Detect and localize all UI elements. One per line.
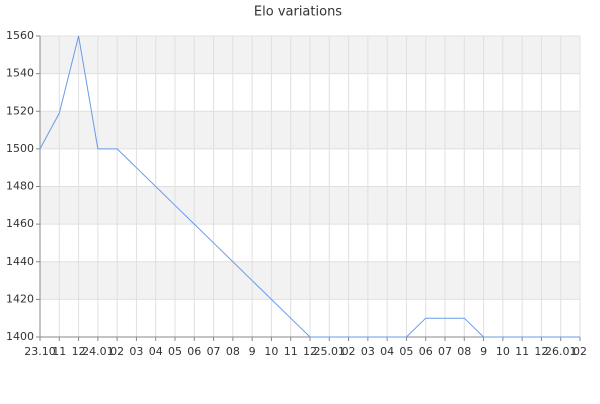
chart-title: Elo variations [254, 5, 342, 20]
y-tick-label: 1520 [6, 104, 34, 117]
x-tick-label: 08 [457, 345, 471, 358]
x-tick-label: 11 [515, 345, 529, 358]
x-tick-label: 06 [187, 345, 201, 358]
y-tick-label: 1440 [6, 255, 34, 268]
x-tick-label: 04 [380, 345, 394, 358]
x-tick-label: 11 [284, 345, 298, 358]
x-tick-label: 05 [399, 345, 413, 358]
x-tick-label: 04 [149, 345, 163, 358]
x-tick-label: 02 [110, 345, 124, 358]
x-tick-label: 12 [534, 345, 548, 358]
x-tick-label: 07 [207, 345, 221, 358]
x-tick-label: 02 [342, 345, 356, 358]
y-tick-label: 1560 [6, 29, 34, 42]
y-tick-label: 1400 [6, 330, 34, 343]
x-tick-label: 10 [264, 345, 278, 358]
x-tick-label: 10 [496, 345, 510, 358]
x-tick-label: 02 [573, 345, 587, 358]
x-tick-label: 23.10 [24, 345, 56, 358]
x-tick-label: 26.01 [545, 345, 577, 358]
x-tick-label: 06 [419, 345, 433, 358]
y-tick-label: 1420 [6, 292, 34, 305]
x-tick-label: 12 [303, 345, 317, 358]
x-tick-label: 25.01 [314, 345, 346, 358]
x-tick-label: 12 [72, 345, 86, 358]
x-tick-label: 11 [52, 345, 66, 358]
x-tick-label: 24.01 [82, 345, 114, 358]
y-tick-label: 1460 [6, 217, 34, 230]
y-tick-label: 1480 [6, 180, 34, 193]
x-tick-label: 03 [129, 345, 143, 358]
x-tick-label: 07 [438, 345, 452, 358]
y-tick-label: 1500 [6, 142, 34, 155]
x-tick-label: 05 [168, 345, 182, 358]
line-series [39, 35, 580, 338]
y-tick-label: 1540 [6, 67, 34, 80]
x-tick-label: 9 [249, 345, 256, 358]
x-tick-label: 9 [480, 345, 487, 358]
x-tick-label: 03 [361, 345, 375, 358]
x-tick-label: 08 [226, 345, 240, 358]
